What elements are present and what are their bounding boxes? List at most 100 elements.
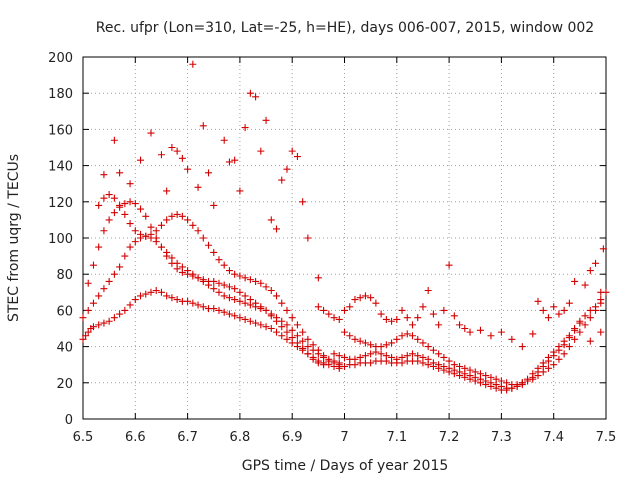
data-point bbox=[330, 314, 338, 322]
data-point bbox=[121, 210, 129, 218]
x-tick-labels: 6.5 6.6 6.7 6.8 6.9 7 7.1 7.2 7.3 7.4 7.5 bbox=[73, 430, 617, 445]
data-point bbox=[168, 294, 176, 302]
data-point bbox=[461, 373, 469, 381]
data-point bbox=[414, 314, 422, 322]
data-point bbox=[335, 315, 343, 323]
data-point bbox=[408, 350, 416, 358]
data-point bbox=[408, 332, 416, 340]
data-point bbox=[137, 205, 145, 213]
data-point bbox=[267, 312, 275, 320]
data-point bbox=[544, 353, 552, 361]
data-point bbox=[231, 312, 239, 320]
data-point bbox=[157, 288, 165, 296]
data-point bbox=[440, 366, 448, 374]
data-point bbox=[215, 279, 223, 287]
x-tick-label: 7.5 bbox=[596, 430, 617, 445]
data-point bbox=[377, 350, 385, 358]
data-point bbox=[293, 321, 301, 329]
data-point bbox=[110, 209, 118, 217]
data-point bbox=[581, 312, 589, 320]
data-point bbox=[116, 201, 124, 209]
data-point bbox=[367, 359, 375, 367]
data-point bbox=[440, 353, 448, 361]
data-point bbox=[147, 223, 155, 231]
data-point bbox=[534, 364, 542, 372]
data-point bbox=[377, 343, 385, 351]
data-point bbox=[241, 292, 249, 300]
data-point bbox=[110, 194, 118, 202]
data-point bbox=[351, 361, 359, 369]
x-tick-label: 6.9 bbox=[282, 430, 303, 445]
data-point bbox=[555, 310, 563, 318]
data-point bbox=[110, 136, 118, 144]
data-point bbox=[398, 332, 406, 340]
data-point bbox=[137, 292, 145, 300]
data-point bbox=[367, 294, 375, 302]
data-point bbox=[95, 321, 103, 329]
data-point bbox=[210, 277, 218, 285]
data-point bbox=[105, 191, 113, 199]
data-point bbox=[157, 221, 165, 229]
data-point bbox=[210, 305, 218, 313]
data-point bbox=[560, 306, 568, 314]
data-point bbox=[215, 256, 223, 264]
data-point bbox=[592, 303, 600, 311]
data-point bbox=[304, 335, 312, 343]
data-point bbox=[487, 382, 495, 390]
data-point bbox=[356, 294, 364, 302]
data-point bbox=[372, 348, 380, 356]
data-point bbox=[84, 279, 92, 287]
data-point bbox=[571, 277, 579, 285]
data-point bbox=[367, 341, 375, 349]
data-point bbox=[131, 296, 139, 304]
data-point bbox=[565, 299, 573, 307]
x-tick-label: 7.1 bbox=[386, 430, 407, 445]
data-point bbox=[220, 292, 228, 300]
data-point bbox=[100, 171, 108, 179]
data-point bbox=[482, 381, 490, 389]
data-point bbox=[100, 285, 108, 293]
y-axis-label: STEC from uqrg / TECUs bbox=[6, 154, 22, 322]
data-point bbox=[236, 297, 244, 305]
data-point bbox=[288, 147, 296, 155]
data-point bbox=[95, 201, 103, 209]
y-tick-label: 0 bbox=[65, 413, 73, 428]
data-point bbox=[377, 310, 385, 318]
data-point bbox=[184, 270, 192, 278]
data-point bbox=[304, 234, 312, 242]
data-point bbox=[299, 198, 307, 206]
x-tick-label: 7.2 bbox=[439, 430, 460, 445]
chart-title: Rec. ufpr (Lon=310, Lat=-25, h=HE), days… bbox=[96, 20, 594, 36]
data-point bbox=[335, 352, 343, 360]
data-point bbox=[398, 359, 406, 367]
data-point bbox=[262, 323, 270, 331]
data-point bbox=[157, 151, 165, 159]
data-point bbox=[346, 303, 354, 311]
data-point bbox=[241, 274, 249, 282]
data-point bbox=[414, 335, 422, 343]
data-point bbox=[283, 335, 291, 343]
data-point bbox=[178, 212, 186, 220]
data-point bbox=[116, 263, 124, 271]
data-point bbox=[110, 314, 118, 322]
data-point bbox=[320, 361, 328, 369]
data-point bbox=[142, 290, 150, 298]
data-point bbox=[602, 288, 610, 296]
data-point bbox=[524, 375, 532, 383]
data-point bbox=[189, 299, 197, 307]
data-point bbox=[518, 379, 526, 387]
data-point bbox=[565, 343, 573, 351]
data-point bbox=[288, 326, 296, 334]
data-point bbox=[461, 325, 469, 332]
data-point bbox=[105, 317, 113, 325]
data-point bbox=[539, 359, 547, 367]
data-point bbox=[424, 286, 432, 294]
data-point bbox=[84, 306, 92, 314]
data-point bbox=[231, 296, 239, 304]
data-point bbox=[450, 312, 458, 320]
data-point bbox=[100, 194, 108, 202]
data-point bbox=[163, 292, 171, 300]
data-point bbox=[466, 328, 474, 336]
data-point bbox=[89, 299, 97, 307]
data-point bbox=[419, 359, 427, 367]
